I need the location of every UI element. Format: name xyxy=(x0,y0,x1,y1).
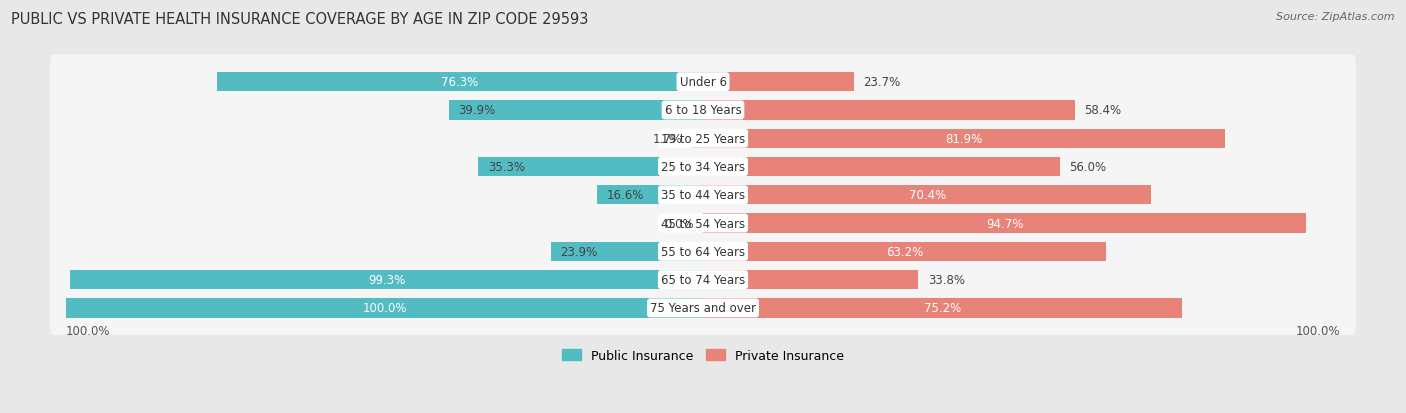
Bar xyxy=(703,242,1105,261)
Text: 45 to 54 Years: 45 to 54 Years xyxy=(661,217,745,230)
Text: 56.0%: 56.0% xyxy=(1070,161,1107,173)
Text: 100.0%: 100.0% xyxy=(66,325,111,337)
Bar xyxy=(449,101,703,120)
Bar xyxy=(692,129,703,149)
Text: 65 to 74 Years: 65 to 74 Years xyxy=(661,273,745,287)
FancyBboxPatch shape xyxy=(51,55,1355,109)
Text: 70.4%: 70.4% xyxy=(908,189,946,202)
Bar xyxy=(703,129,1225,149)
Bar xyxy=(703,73,853,92)
Legend: Public Insurance, Private Insurance: Public Insurance, Private Insurance xyxy=(562,349,844,362)
Text: 76.3%: 76.3% xyxy=(441,76,478,89)
FancyBboxPatch shape xyxy=(51,253,1355,307)
Bar xyxy=(217,73,703,92)
Text: Source: ZipAtlas.com: Source: ZipAtlas.com xyxy=(1277,12,1395,22)
FancyBboxPatch shape xyxy=(51,225,1355,279)
Text: 94.7%: 94.7% xyxy=(986,217,1024,230)
FancyBboxPatch shape xyxy=(51,140,1355,194)
Text: 55 to 64 Years: 55 to 64 Years xyxy=(661,245,745,258)
Bar xyxy=(478,157,703,177)
Text: 75 Years and over: 75 Years and over xyxy=(650,301,756,315)
Text: 100.0%: 100.0% xyxy=(1295,325,1340,337)
Bar xyxy=(70,271,703,290)
Text: 23.9%: 23.9% xyxy=(561,245,598,258)
Text: 6 to 18 Years: 6 to 18 Years xyxy=(665,104,741,117)
Bar xyxy=(66,299,703,318)
FancyBboxPatch shape xyxy=(51,281,1355,335)
FancyBboxPatch shape xyxy=(51,197,1355,251)
Text: 23.7%: 23.7% xyxy=(863,76,901,89)
Text: 0.0%: 0.0% xyxy=(664,217,693,230)
Text: 81.9%: 81.9% xyxy=(945,133,983,145)
Text: 63.2%: 63.2% xyxy=(886,245,922,258)
Text: 99.3%: 99.3% xyxy=(368,273,405,287)
FancyBboxPatch shape xyxy=(51,83,1355,138)
Text: 35 to 44 Years: 35 to 44 Years xyxy=(661,189,745,202)
Text: 1.7%: 1.7% xyxy=(652,133,683,145)
Text: 19 to 25 Years: 19 to 25 Years xyxy=(661,133,745,145)
Text: Under 6: Under 6 xyxy=(679,76,727,89)
Text: 100.0%: 100.0% xyxy=(363,301,406,315)
Bar xyxy=(703,299,1182,318)
FancyBboxPatch shape xyxy=(51,112,1355,166)
Bar xyxy=(703,271,918,290)
Text: 39.9%: 39.9% xyxy=(458,104,496,117)
Text: 16.6%: 16.6% xyxy=(607,189,644,202)
Bar xyxy=(551,242,703,261)
Bar xyxy=(703,157,1060,177)
Text: 75.2%: 75.2% xyxy=(924,301,962,315)
Text: 35.3%: 35.3% xyxy=(488,161,524,173)
Bar xyxy=(703,101,1076,120)
Text: 25 to 34 Years: 25 to 34 Years xyxy=(661,161,745,173)
Bar xyxy=(703,214,1306,233)
Text: 33.8%: 33.8% xyxy=(928,273,965,287)
Bar xyxy=(703,186,1152,205)
Text: 58.4%: 58.4% xyxy=(1084,104,1122,117)
Bar xyxy=(598,186,703,205)
FancyBboxPatch shape xyxy=(51,168,1355,222)
Text: PUBLIC VS PRIVATE HEALTH INSURANCE COVERAGE BY AGE IN ZIP CODE 29593: PUBLIC VS PRIVATE HEALTH INSURANCE COVER… xyxy=(11,12,589,27)
